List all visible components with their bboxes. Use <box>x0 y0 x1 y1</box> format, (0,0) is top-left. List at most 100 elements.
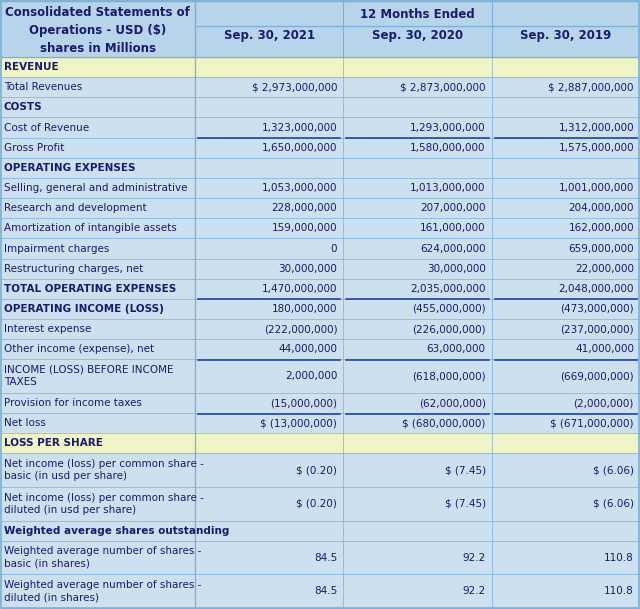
Text: $ 2,873,000,000: $ 2,873,000,000 <box>400 82 486 92</box>
Text: Weighted average shares outstanding: Weighted average shares outstanding <box>4 526 229 536</box>
Text: Research and development: Research and development <box>4 203 147 213</box>
Text: 162,000,000: 162,000,000 <box>568 224 634 233</box>
Text: $ (680,000,000): $ (680,000,000) <box>403 418 486 428</box>
Text: $ (13,000,000): $ (13,000,000) <box>260 418 337 428</box>
Text: 84.5: 84.5 <box>314 552 337 563</box>
Text: 228,000,000: 228,000,000 <box>272 203 337 213</box>
Text: Impairment charges: Impairment charges <box>4 244 109 253</box>
Text: Net income (loss) per common share -
diluted (in usd per share): Net income (loss) per common share - dil… <box>4 493 204 515</box>
Text: Cost of Revenue: Cost of Revenue <box>4 122 89 133</box>
Bar <box>1 77 639 97</box>
Bar <box>1 393 639 413</box>
Text: 44,000,000: 44,000,000 <box>278 344 337 354</box>
Text: Amortization of intangible assets: Amortization of intangible assets <box>4 224 177 233</box>
Text: Other income (expense), net: Other income (expense), net <box>4 344 154 354</box>
Text: (62,000,000): (62,000,000) <box>419 398 486 408</box>
Text: 1,312,000,000: 1,312,000,000 <box>558 122 634 133</box>
Text: Net income (loss) per common share -
basic (in usd per share): Net income (loss) per common share - bas… <box>4 459 204 482</box>
Text: 2,000,000: 2,000,000 <box>285 371 337 381</box>
Bar <box>1 57 639 77</box>
Text: 159,000,000: 159,000,000 <box>272 224 337 233</box>
Bar <box>1 97 639 118</box>
Text: (226,000,000): (226,000,000) <box>412 324 486 334</box>
Text: 1,470,000,000: 1,470,000,000 <box>262 284 337 294</box>
Text: $ (6.06): $ (6.06) <box>593 499 634 509</box>
Text: $ (671,000,000): $ (671,000,000) <box>550 418 634 428</box>
Text: 30,000,000: 30,000,000 <box>278 264 337 273</box>
Text: 1,053,000,000: 1,053,000,000 <box>262 183 337 193</box>
Bar <box>1 359 639 393</box>
Text: 1,650,000,000: 1,650,000,000 <box>262 143 337 153</box>
Bar <box>1 413 639 433</box>
Text: (669,000,000): (669,000,000) <box>561 371 634 381</box>
Bar <box>0 0 640 57</box>
Text: Restructuring charges, net: Restructuring charges, net <box>4 264 143 273</box>
Text: 63,000,000: 63,000,000 <box>427 344 486 354</box>
Text: $ 2,887,000,000: $ 2,887,000,000 <box>548 82 634 92</box>
Text: OPERATING EXPENSES: OPERATING EXPENSES <box>4 163 136 173</box>
Text: OPERATING INCOME (LOSS): OPERATING INCOME (LOSS) <box>4 304 164 314</box>
Text: 110.8: 110.8 <box>604 552 634 563</box>
Text: 30,000,000: 30,000,000 <box>427 264 486 273</box>
Text: $ (0.20): $ (0.20) <box>296 499 337 509</box>
Text: 22,000,000: 22,000,000 <box>575 264 634 273</box>
Bar <box>1 239 639 259</box>
Text: (222,000,000): (222,000,000) <box>264 324 337 334</box>
Bar <box>1 178 639 198</box>
Bar <box>1 339 639 359</box>
Text: 161,000,000: 161,000,000 <box>420 224 486 233</box>
Text: $ (7.45): $ (7.45) <box>445 499 486 509</box>
Bar <box>1 299 639 319</box>
Text: 92.2: 92.2 <box>463 586 486 596</box>
Text: Interest expense: Interest expense <box>4 324 92 334</box>
Text: (455,000,000): (455,000,000) <box>412 304 486 314</box>
Bar <box>1 541 639 574</box>
Bar <box>1 319 639 339</box>
Text: 84.5: 84.5 <box>314 586 337 596</box>
Text: Sep. 30, 2020: Sep. 30, 2020 <box>372 29 463 42</box>
Bar <box>1 574 639 608</box>
Text: $ (7.45): $ (7.45) <box>445 465 486 475</box>
Text: (15,000,000): (15,000,000) <box>270 398 337 408</box>
Text: 2,035,000,000: 2,035,000,000 <box>410 284 486 294</box>
Text: 2,048,000,000: 2,048,000,000 <box>559 284 634 294</box>
Text: 1,580,000,000: 1,580,000,000 <box>410 143 486 153</box>
Text: Selling, general and administrative: Selling, general and administrative <box>4 183 188 193</box>
Text: 92.2: 92.2 <box>463 552 486 563</box>
Text: REVENUE: REVENUE <box>4 62 59 72</box>
Text: 41,000,000: 41,000,000 <box>575 344 634 354</box>
Bar <box>1 487 639 521</box>
Text: 204,000,000: 204,000,000 <box>568 203 634 213</box>
Text: Provision for income taxes: Provision for income taxes <box>4 398 142 408</box>
Text: LOSS PER SHARE: LOSS PER SHARE <box>4 438 103 448</box>
Text: Net loss: Net loss <box>4 418 46 428</box>
Text: 1,575,000,000: 1,575,000,000 <box>558 143 634 153</box>
Text: (473,000,000): (473,000,000) <box>561 304 634 314</box>
Text: Weighted average number of shares -
basic (in shares): Weighted average number of shares - basi… <box>4 546 202 569</box>
Bar <box>1 218 639 239</box>
Text: Sep. 30, 2021: Sep. 30, 2021 <box>223 29 315 42</box>
Bar <box>1 279 639 299</box>
Bar <box>1 198 639 218</box>
Text: (237,000,000): (237,000,000) <box>561 324 634 334</box>
Text: Weighted average number of shares -
diluted (in shares): Weighted average number of shares - dilu… <box>4 580 202 602</box>
Text: $ 2,973,000,000: $ 2,973,000,000 <box>252 82 337 92</box>
Text: 207,000,000: 207,000,000 <box>420 203 486 213</box>
Text: $ (6.06): $ (6.06) <box>593 465 634 475</box>
Text: 1,323,000,000: 1,323,000,000 <box>262 122 337 133</box>
Text: COSTS: COSTS <box>4 102 43 113</box>
Text: Gross Profit: Gross Profit <box>4 143 65 153</box>
Text: Sep. 30, 2019: Sep. 30, 2019 <box>520 29 611 42</box>
Text: 624,000,000: 624,000,000 <box>420 244 486 253</box>
Text: Total Revenues: Total Revenues <box>4 82 83 92</box>
Bar <box>1 521 639 541</box>
Bar <box>1 433 639 454</box>
Text: (618,000,000): (618,000,000) <box>412 371 486 381</box>
Text: 1,001,000,000: 1,001,000,000 <box>559 183 634 193</box>
Text: Consolidated Statements of
Operations - USD ($)
shares in Millions: Consolidated Statements of Operations - … <box>5 6 190 55</box>
Bar <box>1 138 639 158</box>
Text: INCOME (LOSS) BEFORE INCOME
TAXES: INCOME (LOSS) BEFORE INCOME TAXES <box>4 365 173 387</box>
Text: (2,000,000): (2,000,000) <box>573 398 634 408</box>
Text: 180,000,000: 180,000,000 <box>272 304 337 314</box>
Text: 659,000,000: 659,000,000 <box>568 244 634 253</box>
